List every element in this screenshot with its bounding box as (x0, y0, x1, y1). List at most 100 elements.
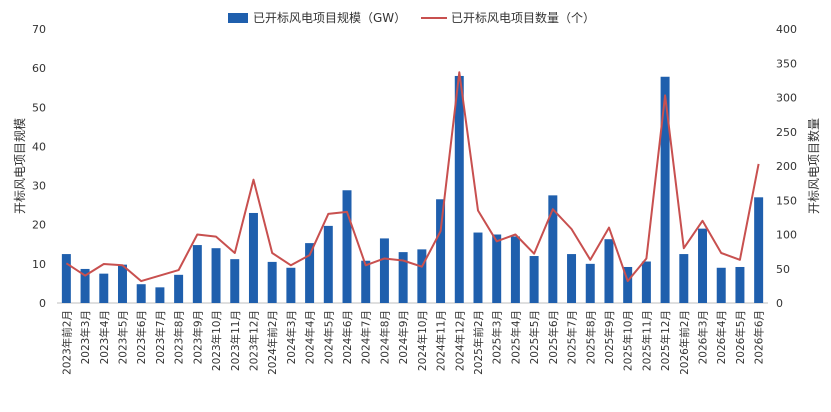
bar (342, 190, 352, 303)
bar (585, 263, 595, 303)
x-tick-label: 2025年7月 (566, 310, 579, 364)
x-tick-label: 2023年12月 (247, 310, 260, 371)
bar (305, 243, 315, 303)
x-tick-label: 2024年12月 (453, 310, 466, 371)
x-tick-label: 2023年8月 (173, 310, 186, 364)
x-tick-label: 2024年9月 (397, 310, 410, 364)
bar (567, 254, 577, 303)
y-left-tick-label: 10 (32, 258, 46, 271)
y-axis-left-ticks: 0 10 20 30 40 50 60 70 (32, 23, 46, 310)
legend-bar-label: 已开标风电项目规模（GW） (253, 10, 406, 25)
legend: 已开标风电项目规模（GW） 已开标风电项目数量（个） (228, 10, 595, 25)
y-left-tick-label: 70 (32, 23, 46, 36)
bar (286, 267, 296, 303)
x-tick-label: 2024年4月 (304, 310, 317, 364)
bar (248, 212, 258, 303)
bar (623, 266, 633, 303)
x-tick-label: 2024年6月 (341, 310, 354, 364)
bar (136, 284, 146, 303)
x-tick-label: 2025年3月 (491, 310, 504, 364)
x-tick-label: 2026年3月 (697, 310, 710, 364)
bar (61, 254, 71, 303)
bar (473, 232, 483, 303)
y-left-tick-label: 60 (32, 62, 46, 75)
count-line (65, 71, 760, 283)
y-right-tick-label: 400 (776, 23, 797, 36)
bar (230, 259, 240, 303)
bar (80, 268, 90, 303)
x-tick-label: 2025年8月 (584, 310, 597, 364)
bar (323, 225, 333, 303)
bar (735, 266, 745, 303)
x-tick-label: 2026年4月 (715, 310, 728, 364)
x-tick-label: 2026年6月 (753, 310, 766, 364)
bar (267, 261, 277, 303)
x-tick-label: 2023年6月 (135, 310, 148, 364)
bar (492, 234, 502, 303)
x-tick-label: 2024年10月 (416, 310, 429, 371)
bar (754, 197, 764, 303)
x-tick-label: 2024年11月 (435, 310, 448, 371)
x-tick-label: 2024年5月 (322, 310, 335, 364)
bar (99, 273, 109, 303)
y-right-tick-label: 50 (776, 263, 790, 276)
x-tick-label: 2023年10月 (210, 310, 223, 371)
bar (379, 238, 389, 303)
bar (417, 249, 427, 303)
y-left-tick-label: 0 (39, 297, 46, 310)
x-tick-label: 2025年11月 (640, 310, 653, 371)
x-tick-label: 2024年3月 (285, 310, 298, 364)
legend-bar-swatch (228, 13, 248, 23)
x-tick-label: 2023年9月 (191, 310, 204, 364)
bar-series (61, 75, 764, 303)
x-tick-label: 2025年9月 (603, 310, 616, 364)
bar (211, 248, 221, 303)
x-tick-label: 2026年前2月 (678, 310, 691, 375)
y-right-tick-label: 200 (776, 160, 797, 173)
bar (117, 264, 127, 303)
bar (679, 254, 689, 303)
y-left-tick-label: 40 (32, 140, 46, 153)
x-tick-label: 2026年5月 (734, 310, 747, 364)
bar (361, 260, 371, 303)
y-right-tick-label: 100 (776, 229, 797, 242)
bar (548, 195, 558, 303)
x-tick-label: 2025年10月 (622, 310, 635, 371)
x-tick-label: 2023年前2月 (60, 310, 73, 375)
x-tick-label: 2025年5月 (528, 310, 541, 364)
x-tick-label: 2025年4月 (509, 310, 522, 364)
y-left-tick-label: 30 (32, 180, 46, 193)
y-right-tick-label: 250 (776, 126, 797, 139)
legend-line-label: 已开标风电项目数量（个） (451, 10, 595, 25)
x-tick-label: 2023年4月 (98, 310, 111, 364)
bar (698, 228, 708, 303)
x-tick-label: 2023年3月 (79, 310, 92, 364)
y-right-tick-label: 350 (776, 57, 797, 70)
bar (192, 245, 202, 303)
y-right-tick-label: 0 (776, 297, 783, 310)
y-axis-left-title: 开标风电项目规模 (12, 118, 27, 214)
bar (660, 76, 670, 303)
x-tick-label: 2025年6月 (547, 310, 560, 364)
y-axis-right-title: 开标风电项目数量 (806, 118, 821, 214)
bar (174, 274, 184, 303)
x-tick-label: 2023年5月 (116, 310, 129, 364)
x-tick-label: 2023年7月 (154, 310, 167, 364)
y-left-tick-label: 50 (32, 101, 46, 114)
bar (510, 236, 520, 303)
bar (436, 199, 446, 303)
y-right-tick-label: 300 (776, 92, 797, 105)
y-right-tick-label: 150 (776, 194, 797, 207)
x-tick-label: 2025年12月 (659, 310, 672, 371)
bar (604, 239, 614, 303)
bar (641, 261, 651, 303)
bar (454, 75, 464, 303)
y-axis-right-ticks: 0 50 100 150 200 250 300 350 400 (776, 23, 797, 310)
y-left-tick-label: 20 (32, 219, 46, 232)
x-tick-label: 2025年前2月 (472, 310, 485, 375)
x-tick-label: 2024年8月 (378, 310, 391, 364)
bar (398, 252, 408, 303)
bar (529, 256, 539, 303)
